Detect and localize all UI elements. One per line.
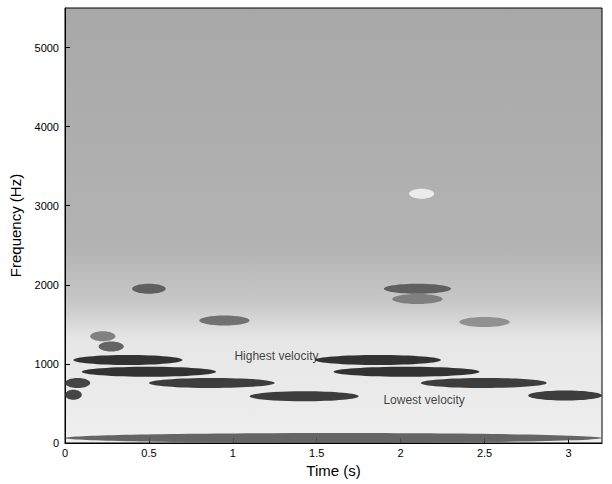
svg-text:0: 0 (53, 437, 59, 449)
svg-text:2000: 2000 (35, 279, 59, 291)
svg-text:1000: 1000 (35, 358, 59, 370)
svg-text:Highest velocity: Highest velocity (234, 349, 318, 363)
svg-text:Time (s): Time (s) (306, 462, 360, 479)
svg-text:0.5: 0.5 (141, 447, 156, 459)
svg-text:5000: 5000 (35, 42, 59, 54)
svg-text:0: 0 (62, 447, 68, 459)
svg-text:4000: 4000 (35, 121, 59, 133)
svg-text:1: 1 (230, 447, 236, 459)
svg-text:1.5: 1.5 (309, 447, 324, 459)
svg-text:3: 3 (565, 447, 571, 459)
svg-text:2: 2 (398, 447, 404, 459)
svg-text:3000: 3000 (35, 200, 59, 212)
svg-text:Frequency (Hz): Frequency (Hz) (7, 174, 24, 277)
svg-text:2.5: 2.5 (477, 447, 492, 459)
svg-text:Lowest velocity: Lowest velocity (383, 393, 464, 407)
